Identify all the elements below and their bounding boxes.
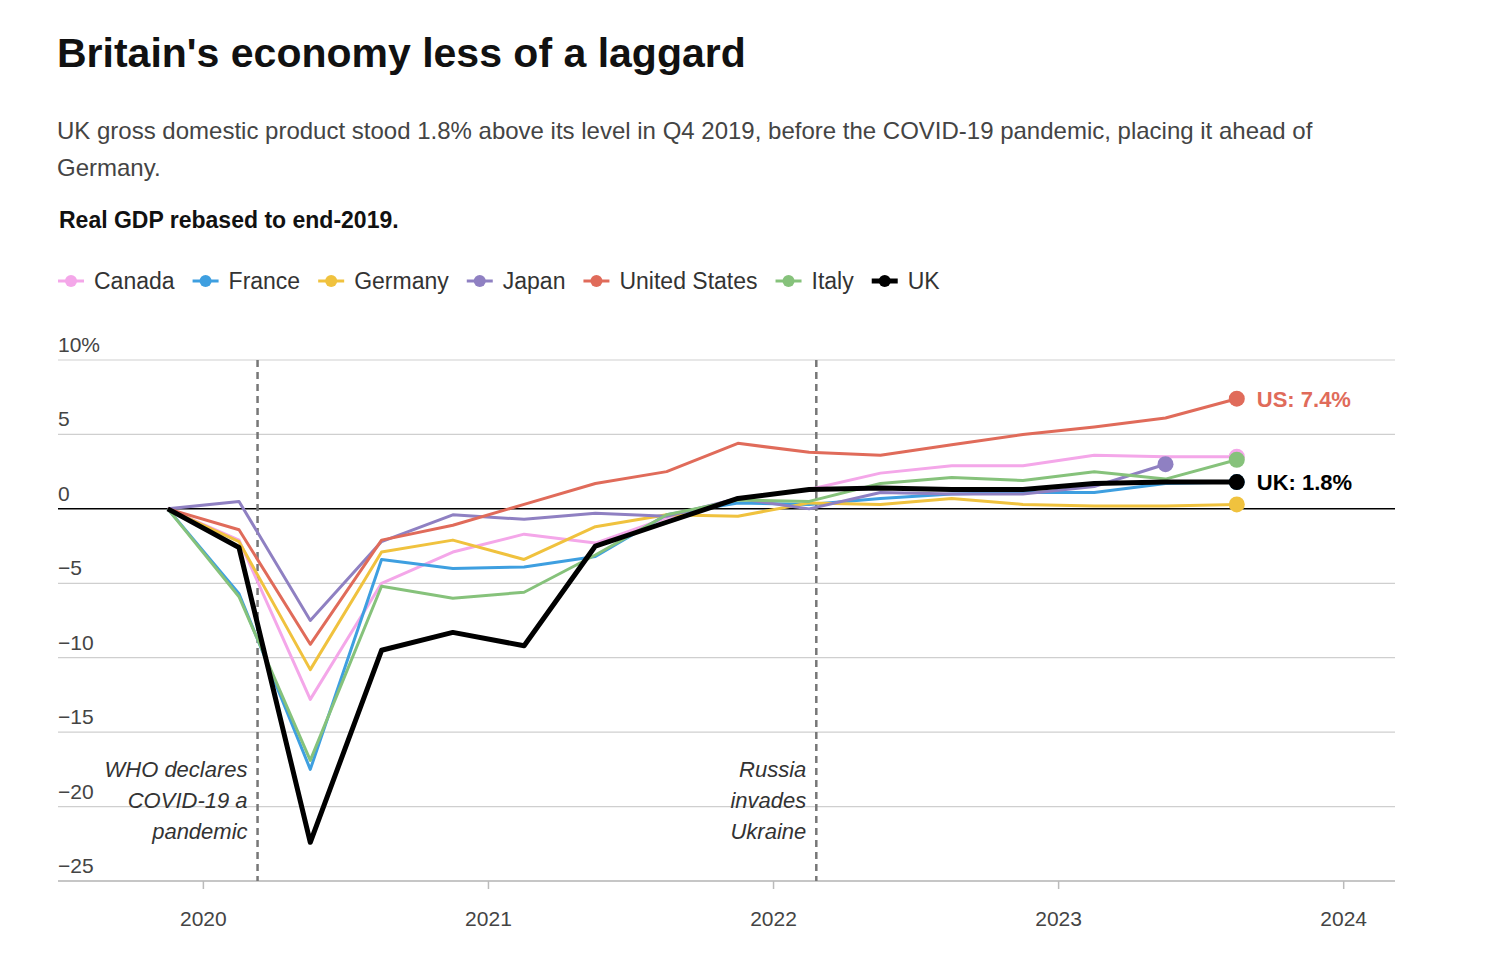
event-label: pandemic bbox=[151, 819, 247, 844]
end-marker bbox=[1229, 474, 1245, 490]
event-line bbox=[815, 360, 818, 881]
y-tick-label: 5 bbox=[58, 407, 70, 430]
legend-dot bbox=[65, 275, 77, 287]
x-tick-label: 2023 bbox=[1035, 907, 1082, 930]
end-marker bbox=[1229, 452, 1245, 468]
legend-label: Canada bbox=[94, 268, 175, 294]
x-tick-label: 2021 bbox=[465, 907, 512, 930]
chart: Real GDP rebased to end-2019. Canada Franc… bbox=[0, 0, 1492, 966]
event-label: invades bbox=[730, 788, 806, 813]
grid-line bbox=[58, 657, 1395, 658]
legend-label: Italy bbox=[812, 268, 855, 294]
x-tick-label: 2022 bbox=[750, 907, 797, 930]
end-marker bbox=[1158, 456, 1174, 472]
legend-dot bbox=[474, 275, 486, 287]
legend-dot bbox=[879, 275, 891, 287]
end-marker bbox=[1229, 496, 1245, 512]
plot-area bbox=[168, 391, 1245, 843]
series-line bbox=[168, 482, 1237, 769]
legend-label: United States bbox=[619, 268, 757, 294]
data-label: UK: 1.8% bbox=[1257, 470, 1352, 495]
x-tick bbox=[1058, 881, 1060, 889]
event-label: WHO declares bbox=[105, 757, 248, 782]
legend-label: France bbox=[229, 268, 301, 294]
y-tick-label: 0 bbox=[58, 482, 70, 505]
legend-dot bbox=[783, 275, 795, 287]
event-label: COVID-19 a bbox=[128, 788, 248, 813]
end-marker bbox=[1229, 391, 1245, 407]
legend-dot bbox=[325, 275, 337, 287]
x-tick bbox=[1343, 881, 1345, 889]
legend-label: UK bbox=[908, 268, 941, 294]
chart-label: Real GDP rebased to end-2019. bbox=[59, 207, 399, 233]
y-tick-label: −5 bbox=[58, 556, 82, 579]
legend-dot bbox=[200, 275, 212, 287]
x-tick-label: 2024 bbox=[1320, 907, 1367, 930]
y-tick-label: −25 bbox=[58, 854, 94, 877]
x-tick bbox=[773, 881, 775, 889]
y-tick-label: −20 bbox=[58, 780, 94, 803]
event-label: Russia bbox=[739, 757, 806, 782]
x-tick bbox=[203, 881, 205, 889]
legend-label: Japan bbox=[503, 268, 566, 294]
series-line bbox=[168, 399, 1237, 645]
y-tick-label: −10 bbox=[58, 631, 94, 654]
y-tick-label: −15 bbox=[58, 705, 94, 728]
title: Britain's economy less of a laggard bbox=[57, 30, 746, 77]
end-marker bbox=[1229, 474, 1245, 490]
x-tick-label: 2020 bbox=[180, 907, 227, 930]
series-line bbox=[168, 482, 1237, 842]
data-label: US: 7.4% bbox=[1257, 387, 1351, 412]
x-tick bbox=[488, 881, 490, 889]
legend-dot bbox=[590, 275, 602, 287]
series-line bbox=[168, 498, 1237, 669]
event-label: Ukraine bbox=[730, 819, 806, 844]
subtitle: UK gross domestic product stood 1.8% abo… bbox=[57, 112, 1387, 186]
y-tick-label: 10% bbox=[58, 333, 100, 356]
legend-label: Germany bbox=[354, 268, 449, 294]
series-line bbox=[168, 460, 1237, 761]
